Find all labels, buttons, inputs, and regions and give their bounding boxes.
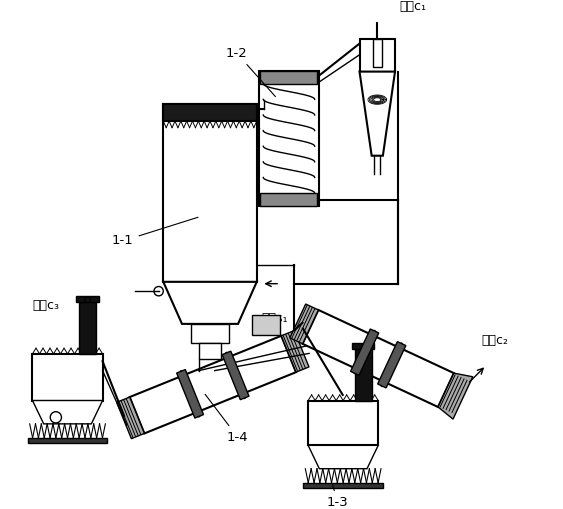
Bar [352,343,374,349]
Polygon shape [351,329,379,375]
Bar [252,315,280,335]
Polygon shape [33,401,102,424]
Bar [191,324,229,343]
Bar [373,39,382,67]
Bar [163,104,257,282]
Text: 气体c₃: 气体c₃ [33,299,60,312]
Bar [308,401,378,445]
Bar [360,39,395,72]
Polygon shape [290,304,318,344]
Polygon shape [163,282,257,324]
Polygon shape [129,336,296,434]
Polygon shape [117,397,144,439]
Polygon shape [282,330,309,372]
Polygon shape [222,351,249,400]
Bar [258,71,319,206]
Polygon shape [308,445,378,469]
Polygon shape [378,342,406,388]
Bar [303,483,383,488]
Bar [33,354,102,401]
Bar [163,104,257,121]
Text: 1-2: 1-2 [226,47,275,97]
Bar [355,349,372,401]
Bar [199,343,221,359]
Text: 1-4: 1-4 [205,394,248,444]
Polygon shape [360,72,395,156]
Text: 1-1: 1-1 [112,217,198,247]
Bar [79,302,96,354]
Text: 气体s₁: 气体s₁ [261,312,288,325]
Text: 1-3: 1-3 [327,484,348,509]
Polygon shape [438,373,473,419]
Text: 气体c₂: 气体c₂ [481,333,508,347]
Polygon shape [302,310,454,407]
Bar [261,71,318,84]
Text: 气体c₁: 气体c₁ [400,0,427,13]
Bar [28,438,107,443]
Bar [77,296,99,302]
Polygon shape [177,370,203,418]
Circle shape [85,297,91,302]
Bar [261,193,318,206]
